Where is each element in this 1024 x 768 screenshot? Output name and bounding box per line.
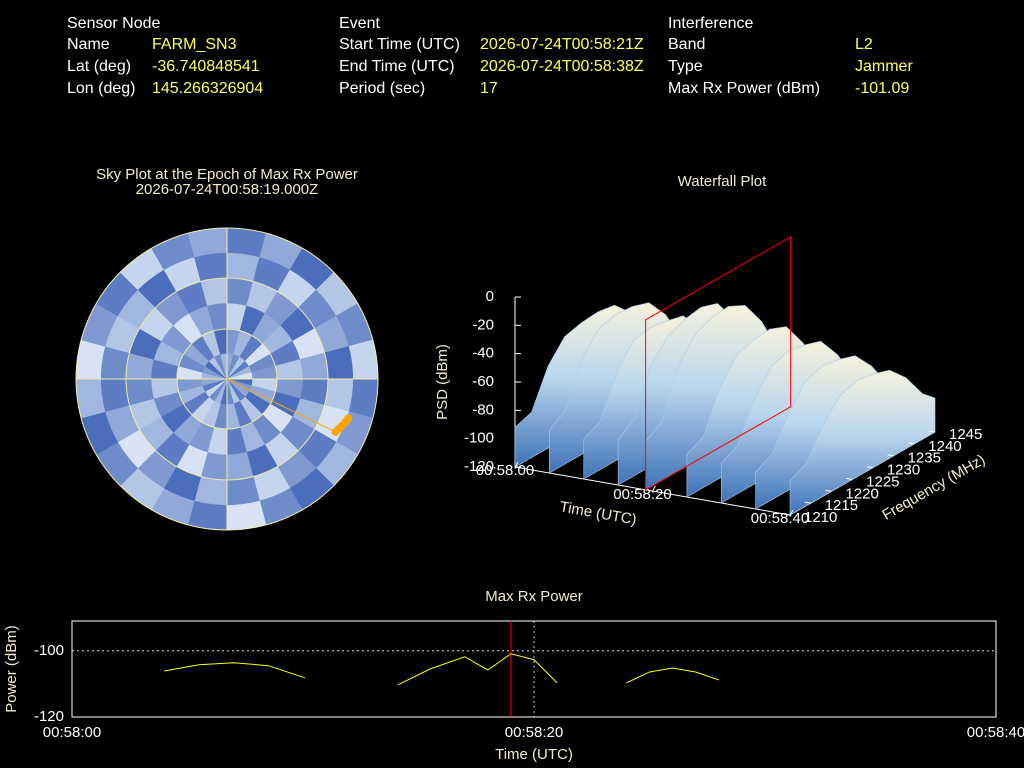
sky-cell: [76, 339, 106, 380]
field-value: 17: [480, 80, 498, 97]
field-value: -36.740848541: [152, 58, 260, 75]
field-value: -101.09: [855, 80, 909, 97]
z-tick-label: -40: [472, 345, 494, 362]
field-value: Jammer: [855, 58, 913, 75]
sky-cell: [187, 500, 228, 530]
x-tick-label: 00:58:20: [505, 724, 563, 741]
sky-cell: [187, 228, 228, 258]
y-tick: [825, 489, 832, 492]
x-tick-label: 00:58:40: [967, 724, 1024, 741]
sky-cell: [348, 378, 378, 419]
track-point: [331, 427, 340, 436]
z-tick-label: 0: [486, 288, 494, 305]
y-axis-label: Power (dBm): [3, 625, 20, 713]
y-tick: [846, 477, 853, 480]
sky-cells: [76, 228, 378, 530]
chart-title: Max Rx Power: [485, 588, 583, 605]
sky-cell: [226, 500, 267, 530]
section-title: Sensor Node: [67, 15, 160, 32]
y-tick: [928, 430, 936, 433]
field-label: Band: [668, 36, 705, 53]
z-tick-label: -80: [472, 401, 494, 418]
x-tick: [789, 509, 794, 516]
z-tick-label: -20: [472, 316, 494, 333]
sky-cell: [348, 339, 378, 380]
field-value: FARM_SN3: [152, 36, 237, 53]
surface-slice: [789, 369, 936, 516]
header: Sensor Node Name FARM_SN3 Lat (deg) -36.7408…: [67, 15, 913, 97]
y-tick-label: 1225: [866, 473, 899, 490]
y-tick-label: -120: [34, 708, 64, 725]
track-line: [226, 378, 336, 433]
y-tick: [804, 501, 811, 504]
power-line: [397, 653, 558, 686]
field-label: Lon (deg): [67, 80, 136, 97]
waterfall-plot: Waterfall Plot 0 -20 -40 -60 -80 -100 -120 PSD (…: [434, 173, 988, 529]
field-label: Start Time (UTC): [339, 36, 460, 53]
x-axis-label: Time (UTC): [495, 746, 573, 763]
y-tick-label: 1215: [825, 497, 858, 514]
y-tick-label: -100: [34, 642, 64, 659]
field-label: Period (sec): [339, 80, 425, 97]
sky-cell: [226, 228, 267, 258]
field-label: Max Rx Power (dBm): [668, 80, 820, 97]
power-line: [164, 662, 306, 679]
chart-subtitle: 2026-07-24T00:58:19.000Z: [136, 181, 319, 198]
epoch-plane: [645, 235, 792, 491]
x-tick-label: 00:58:20: [613, 486, 671, 503]
field-label: Type: [668, 58, 703, 75]
z-tick-label: -120: [464, 458, 494, 475]
y-tick: [908, 442, 915, 445]
section-title: Event: [339, 15, 380, 32]
field-label: End Time (UTC): [339, 58, 455, 75]
sky-track: [226, 378, 353, 436]
y-tick-label: 1210: [804, 509, 837, 526]
power-chart: Max Rx Power Time (UTC) Power (dBm) -100 -12…: [3, 588, 1024, 763]
z-tick-label: -100: [464, 430, 494, 447]
power-line: [626, 667, 719, 684]
field-value: 2026-07-24T00:58:21Z: [480, 36, 644, 53]
chart-title: Waterfall Plot: [678, 173, 767, 190]
y-tick-label: 1235: [908, 450, 941, 467]
z-axis-label: PSD (dBm): [434, 344, 451, 420]
y-tick: [783, 513, 791, 516]
y-tick: [866, 466, 873, 469]
y-tick: [887, 454, 894, 457]
field-label: Lat (deg): [67, 58, 131, 75]
y-tick-label: 1230: [887, 462, 920, 479]
sky-plot: Sky Plot at the Epoch of Max Rx Power202…: [75, 166, 379, 531]
x-tick-label: 00:58:00: [476, 462, 534, 479]
x-tick: [652, 485, 656, 492]
field-value: 145.266326904: [152, 80, 263, 97]
y-tick-label: 1240: [928, 438, 961, 455]
z-tick-label: -60: [472, 373, 494, 390]
field-label: Name: [67, 36, 110, 53]
y-tick-label: 1245: [949, 426, 982, 443]
x-tick-label: 00:58:40: [751, 510, 809, 527]
section-title: Interference: [668, 15, 753, 32]
field-value: 2026-07-24T00:58:38Z: [480, 58, 644, 75]
x-tick: [514, 461, 519, 468]
sky-cell: [76, 378, 106, 419]
x-tick-label: 00:58:00: [43, 724, 101, 741]
chart-title: Sky Plot at the Epoch of Max Rx Power: [96, 166, 358, 183]
y-tick-label: 1220: [845, 485, 878, 502]
field-value: L2: [855, 36, 873, 53]
